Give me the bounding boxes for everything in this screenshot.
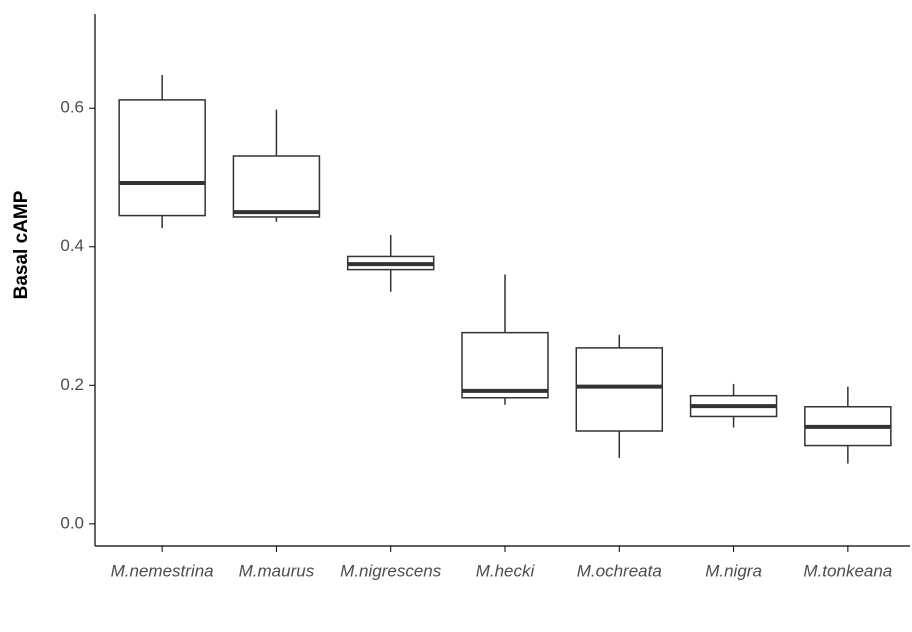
x-tick-label: M.tonkeana <box>803 561 892 580</box>
box <box>233 156 319 217</box>
x-tick-label: M.ochreata <box>577 561 662 580</box>
y-axis-label: Basal cAMP <box>11 190 32 299</box>
y-tick-label: 0.0 <box>60 513 84 532</box>
x-tick-label: M.hecki <box>476 561 536 580</box>
y-tick-label: 0.6 <box>60 98 84 117</box>
box <box>462 333 548 398</box>
x-tick-label: M.nigrescens <box>340 561 442 580</box>
x-tick-label: M.nemestrina <box>111 561 214 580</box>
y-tick-label: 0.4 <box>60 236 84 255</box>
box <box>576 348 662 431</box>
box <box>119 100 205 216</box>
y-tick-label: 0.2 <box>60 375 84 394</box>
x-tick-label: M.maurus <box>239 561 315 580</box>
x-tick-label: M.nigra <box>705 561 762 580</box>
chart: Basal cAMP 0.0 0.2 0.4 0.6 M.nemestrina M.mau… <box>0 0 912 632</box>
